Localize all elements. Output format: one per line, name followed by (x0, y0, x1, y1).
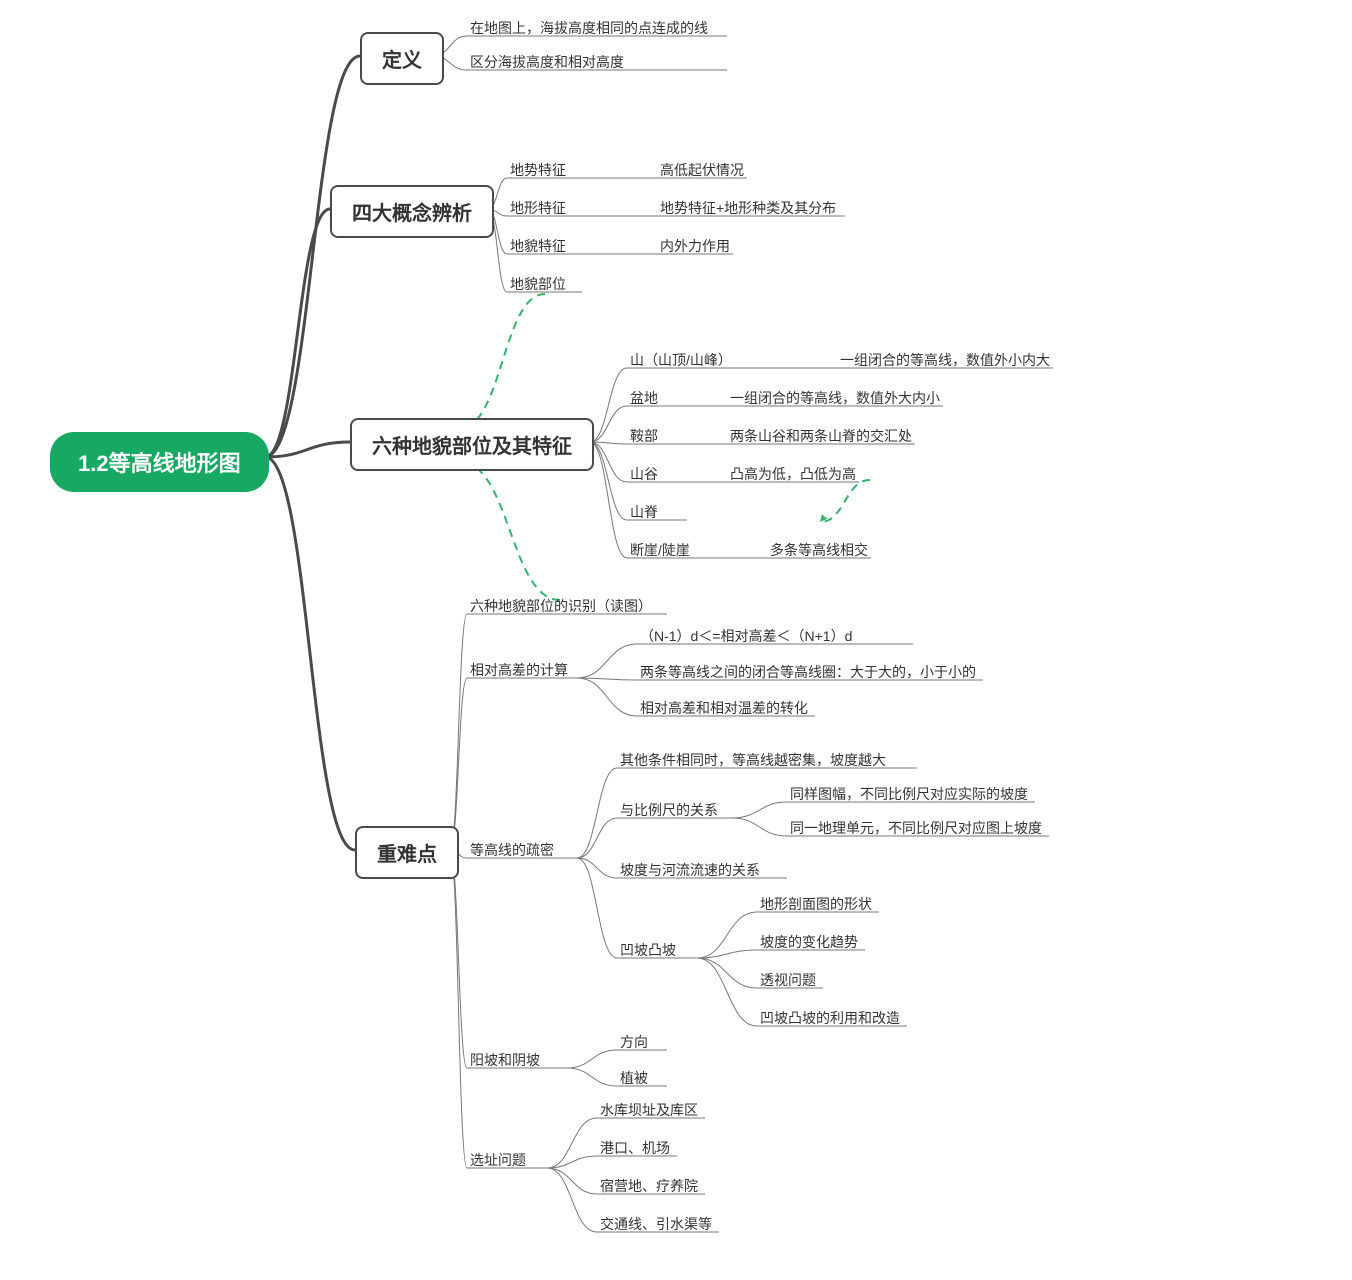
six-val-5: 多条等高线相交 (770, 540, 868, 560)
concave-leaf-1: 坡度的变化趋势 (760, 932, 858, 952)
concave-leaf-0: 地形剖面图的形状 (760, 894, 872, 914)
density-concave: 凹坡凸坡 (620, 940, 676, 960)
six-key-5: 断崖/陡崖 (630, 540, 690, 560)
def-leaf-1: 区分海拔高度和相对高度 (470, 52, 624, 72)
sun-leaf-1: 植被 (620, 1068, 648, 1088)
hard-site: 选址问题 (470, 1150, 526, 1170)
four-key-1: 地形特征 (510, 198, 566, 218)
six-val-0: 一组闭合的等高线，数值外小内大 (840, 350, 1050, 370)
six-val-2: 两条山谷和两条山脊的交汇处 (730, 426, 912, 446)
six-key-3: 山谷 (630, 464, 658, 484)
six-key-4: 山脊 (630, 502, 658, 522)
calc-leaf-2: 相对高差和相对温差的转化 (640, 698, 808, 718)
four-val-0: 高低起伏情况 (660, 160, 744, 180)
four-key-2: 地貌特征 (510, 236, 566, 256)
six-key-1: 盆地 (630, 388, 658, 408)
scale-leaf-0: 同样图幅，不同比例尺对应实际的坡度 (790, 784, 1028, 804)
density-intro: 其他条件相同时，等高线越密集，坡度越大 (620, 750, 886, 770)
calc-leaf-0: （N-1）d＜=相对高差＜（N+1）d (640, 626, 852, 646)
hard-density: 等高线的疏密 (470, 840, 554, 860)
six-key-0: 山（山顶/山峰） (630, 350, 732, 370)
hard-calc: 相对高差的计算 (470, 660, 568, 680)
node-six[interactable]: 六种地貌部位及其特征 (350, 418, 594, 471)
scale-leaf-1: 同一地理单元，不同比例尺对应图上坡度 (790, 818, 1042, 838)
concave-leaf-2: 透视问题 (760, 970, 816, 990)
four-val-2: 内外力作用 (660, 236, 730, 256)
def-leaf-0: 在地图上，海拔高度相同的点连成的线 (470, 18, 708, 38)
calc-leaf-1: 两条等高线之间的闭合等高线圈：大于大的，小于小的 (640, 662, 976, 682)
site-leaf-3: 交通线、引水渠等 (600, 1214, 712, 1234)
four-key-3: 地貌部位 (510, 274, 566, 294)
hard-line1: 六种地貌部位的识别（读图） (470, 596, 652, 616)
six-val-1: 一组闭合的等高线，数值外大内小 (730, 388, 940, 408)
density-river: 坡度与河流流速的关系 (620, 860, 760, 880)
node-hard[interactable]: 重难点 (355, 826, 459, 879)
four-key-0: 地势特征 (510, 160, 566, 180)
concave-leaf-3: 凹坡凸坡的利用和改造 (760, 1008, 900, 1028)
six-key-2: 鞍部 (630, 426, 658, 446)
density-scale: 与比例尺的关系 (620, 800, 718, 820)
hard-sun: 阳坡和阴坡 (470, 1050, 540, 1070)
six-val-3: 凸高为低，凸低为高 (730, 464, 856, 484)
node-four[interactable]: 四大概念辨析 (330, 185, 494, 238)
root-node[interactable]: 1.2等高线地形图 (50, 432, 269, 492)
sun-leaf-0: 方向 (620, 1032, 648, 1052)
site-leaf-1: 港口、机场 (600, 1138, 670, 1158)
site-leaf-2: 宿营地、疗养院 (600, 1176, 698, 1196)
node-def[interactable]: 定义 (360, 32, 444, 85)
site-leaf-0: 水库坝址及库区 (600, 1100, 698, 1120)
four-val-1: 地势特征+地形种类及其分布 (660, 198, 836, 218)
